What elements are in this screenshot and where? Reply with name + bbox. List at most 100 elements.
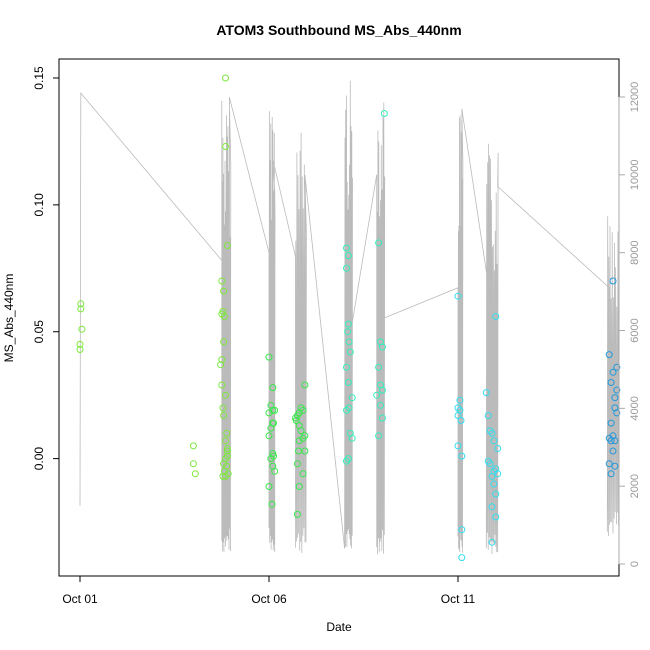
data-point bbox=[348, 434, 356, 442]
data-point bbox=[488, 503, 496, 511]
data-point bbox=[343, 264, 350, 272]
data-point bbox=[344, 379, 352, 386]
data-point bbox=[223, 445, 231, 452]
y-tick-label: 0.00 bbox=[32, 447, 46, 471]
data-point bbox=[458, 452, 466, 460]
data-point bbox=[219, 404, 227, 412]
data-point bbox=[223, 447, 231, 455]
trace-line bbox=[79, 80, 620, 555]
data-point bbox=[344, 252, 352, 260]
data-point bbox=[490, 437, 498, 445]
data-point bbox=[380, 110, 388, 117]
data-point bbox=[295, 483, 303, 490]
data-point bbox=[456, 396, 464, 404]
data-point bbox=[346, 348, 354, 356]
data-point bbox=[377, 401, 384, 409]
data-point bbox=[378, 343, 386, 351]
data-point bbox=[348, 394, 356, 402]
data-point bbox=[611, 394, 619, 402]
data-point bbox=[293, 460, 301, 468]
data-point bbox=[220, 338, 228, 346]
data-point bbox=[488, 472, 496, 480]
data-point bbox=[378, 386, 386, 394]
data-point bbox=[482, 389, 490, 397]
data-point bbox=[218, 277, 226, 285]
data-point bbox=[299, 470, 307, 478]
data-point bbox=[271, 406, 279, 414]
data-point bbox=[220, 313, 228, 320]
data-point bbox=[269, 419, 277, 427]
data-point bbox=[76, 340, 84, 348]
data-point bbox=[375, 363, 383, 371]
data-point bbox=[613, 363, 621, 371]
data-point bbox=[265, 432, 273, 440]
data-point bbox=[223, 242, 231, 249]
data-points bbox=[76, 74, 621, 562]
data-point bbox=[605, 460, 613, 468]
data-point bbox=[492, 313, 500, 320]
data-point bbox=[457, 417, 465, 424]
data-point bbox=[297, 427, 305, 435]
data-point bbox=[492, 513, 500, 521]
data-point bbox=[301, 381, 309, 389]
data-point bbox=[490, 480, 498, 488]
y2-tick-label: 0 bbox=[629, 561, 641, 567]
x-tick-label: Oct 01 bbox=[62, 592, 98, 606]
data-point bbox=[373, 391, 381, 399]
data-point bbox=[191, 470, 199, 478]
data-point bbox=[454, 442, 462, 450]
data-point bbox=[77, 300, 85, 308]
y-tick-label: 0.10 bbox=[32, 193, 46, 217]
x-tick-label: Oct 11 bbox=[441, 592, 476, 606]
x-tick-label: Oct 06 bbox=[251, 592, 287, 606]
line-trace bbox=[79, 80, 620, 555]
data-point bbox=[494, 470, 502, 478]
data-point bbox=[611, 462, 619, 470]
y2-tick-label: 10000 bbox=[629, 160, 641, 191]
data-point bbox=[222, 391, 229, 399]
data-point bbox=[77, 305, 85, 313]
x-axis-label: Date bbox=[326, 620, 352, 634]
y2-tick-label: 4000 bbox=[629, 396, 641, 420]
data-point bbox=[343, 457, 350, 465]
data-point bbox=[345, 338, 353, 346]
data-point bbox=[293, 510, 301, 518]
data-point bbox=[343, 363, 350, 371]
data-point bbox=[454, 292, 462, 300]
data-point bbox=[607, 470, 615, 478]
data-point bbox=[378, 414, 386, 422]
data-point bbox=[494, 445, 502, 452]
data-point bbox=[344, 320, 352, 328]
data-point bbox=[265, 409, 273, 417]
data-point bbox=[220, 412, 228, 419]
data-point bbox=[217, 361, 225, 369]
data-point bbox=[488, 538, 496, 546]
data-point bbox=[292, 417, 300, 424]
y2-tick-label: 8000 bbox=[629, 240, 641, 264]
data-point bbox=[458, 526, 466, 534]
y2-tick-label: 6000 bbox=[629, 318, 641, 342]
data-point bbox=[605, 351, 613, 359]
data-point bbox=[613, 386, 621, 394]
y2-tick-label: 2000 bbox=[629, 474, 641, 498]
y-axis-right: 0 2000 4000 6000 8000 10000 12000 bbox=[618, 82, 641, 567]
y-tick-label: 0.15 bbox=[32, 66, 46, 90]
data-point bbox=[222, 143, 229, 150]
data-point bbox=[76, 346, 84, 353]
data-point bbox=[488, 429, 496, 437]
data-point bbox=[219, 472, 227, 480]
data-point bbox=[222, 437, 229, 445]
data-point bbox=[268, 500, 276, 508]
data-point bbox=[613, 409, 621, 417]
data-point bbox=[375, 432, 383, 440]
data-point bbox=[295, 437, 303, 445]
data-point bbox=[609, 277, 617, 285]
data-point bbox=[267, 455, 275, 463]
y-axis-left: 0.00 0.05 0.10 0.15 bbox=[32, 66, 60, 471]
data-point bbox=[220, 287, 228, 295]
y-tick-label: 0.05 bbox=[32, 320, 46, 344]
data-point bbox=[454, 412, 462, 419]
data-point bbox=[344, 328, 352, 336]
chart-title: ATOM3 Southbound MS_Abs_440nm bbox=[216, 22, 461, 38]
